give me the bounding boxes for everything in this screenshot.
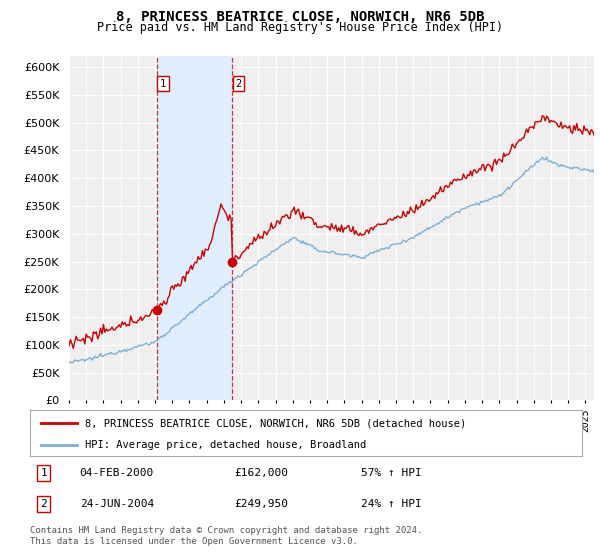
Text: 57% ↑ HPI: 57% ↑ HPI [361, 468, 422, 478]
Text: £162,000: £162,000 [234, 468, 288, 478]
Text: Price paid vs. HM Land Registry's House Price Index (HPI): Price paid vs. HM Land Registry's House … [97, 21, 503, 34]
Text: 8, PRINCESS BEATRICE CLOSE, NORWICH, NR6 5DB (detached house): 8, PRINCESS BEATRICE CLOSE, NORWICH, NR6… [85, 418, 466, 428]
Text: 1: 1 [40, 468, 47, 478]
Text: 04-FEB-2000: 04-FEB-2000 [80, 468, 154, 478]
Text: HPI: Average price, detached house, Broadland: HPI: Average price, detached house, Broa… [85, 440, 367, 450]
Text: 8, PRINCESS BEATRICE CLOSE, NORWICH, NR6 5DB: 8, PRINCESS BEATRICE CLOSE, NORWICH, NR6… [116, 10, 484, 24]
Text: 2: 2 [236, 78, 242, 88]
Text: £249,950: £249,950 [234, 500, 288, 509]
Bar [157, 56, 232, 400]
Text: 24% ↑ HPI: 24% ↑ HPI [361, 500, 422, 509]
Text: Contains HM Land Registry data © Crown copyright and database right 2024.
This d: Contains HM Land Registry data © Crown c… [30, 526, 422, 546]
Text: 2: 2 [40, 500, 47, 509]
Text: 1: 1 [160, 78, 166, 88]
Text: 24-JUN-2004: 24-JUN-2004 [80, 500, 154, 509]
